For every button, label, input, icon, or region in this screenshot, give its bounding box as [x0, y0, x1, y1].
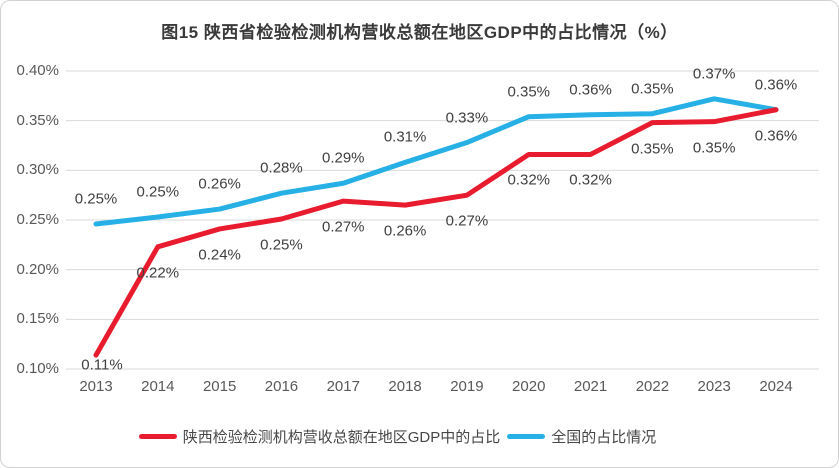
legend-label-national: 全国的占比情况 — [551, 429, 657, 446]
x-tick-label: 2019 — [450, 378, 484, 395]
data-label-shaanxi: 0.27% — [321, 218, 365, 236]
y-tick-label: 0.35% — [16, 111, 59, 129]
data-label-national: 0.36% — [569, 81, 612, 99]
series-line-national — [93, 96, 779, 227]
data-label-shaanxi: 0.24% — [198, 246, 241, 264]
x-tick-label: 2023 — [697, 378, 731, 395]
data-label-national: 0.36% — [754, 76, 798, 94]
data-label-national: 0.37% — [692, 65, 736, 83]
data-label-shaanxi: 0.36% — [754, 127, 798, 145]
series-line-shaanxi — [93, 107, 779, 358]
data-label-national: 0.28% — [260, 159, 303, 177]
data-label-national: 0.35% — [507, 83, 551, 101]
data-label-shaanxi: 0.27% — [445, 212, 489, 230]
data-label-national: 0.35% — [631, 80, 674, 98]
data-label-national: 0.33% — [445, 109, 489, 127]
data-label-shaanxi: 0.11% — [81, 356, 123, 374]
x-tick-label: 2014 — [141, 378, 175, 395]
x-tick-label: 2018 — [388, 378, 422, 395]
data-label-national: 0.31% — [383, 128, 427, 146]
data-label-shaanxi: 0.32% — [507, 171, 551, 189]
data-label-shaanxi: 0.26% — [383, 222, 427, 240]
x-tick-label: 2017 — [326, 378, 360, 395]
y-tick-label: 0.10% — [16, 360, 59, 377]
data-label-shaanxi: 0.25% — [260, 236, 303, 254]
x-tick-label: 2021 — [573, 378, 608, 395]
legend-item-national: 全国的占比情况 — [507, 426, 656, 447]
data-label-shaanxi: 0.22% — [136, 264, 180, 282]
x-tick-label: 2022 — [635, 378, 670, 395]
y-tick-label: 0.25% — [16, 211, 59, 228]
y-tick-label: 0.20% — [16, 260, 59, 278]
legend-line-blue-icon — [507, 434, 546, 439]
data-label-national: 0.25% — [74, 190, 118, 208]
x-tick-label: 2013 — [79, 378, 113, 395]
legend-label-shaanxi: 陕西检验检测机构营收总额在地区GDP中的占比 — [182, 429, 501, 446]
x-tick-label: 2024 — [759, 378, 793, 395]
data-label-national: 0.25% — [136, 183, 180, 201]
legend-item-shaanxi: 陕西检验检测机构营收总额在地区GDP中的占比 — [138, 426, 501, 447]
x-tick-label: 2020 — [512, 378, 546, 395]
legend-line-red-icon — [138, 434, 177, 439]
data-label-national: 0.26% — [198, 175, 241, 193]
chart-title: 图15 陕西省检验检测机构营收总额在地区GDP中的占比情况（%） — [161, 23, 678, 42]
y-tick-label: 0.30% — [16, 161, 59, 179]
data-label-shaanxi: 0.35% — [631, 140, 674, 158]
data-label-national: 0.29% — [321, 149, 365, 167]
x-tick-label: 2015 — [202, 378, 237, 395]
data-label-shaanxi: 0.32% — [569, 171, 612, 189]
data-label-shaanxi: 0.35% — [692, 139, 736, 157]
legend: 陕西检验检测机构营收总额在地区GDP中的占比 全国的占比情况 — [1, 426, 816, 447]
x-tick-label: 2016 — [264, 378, 299, 395]
y-tick-label: 0.15% — [16, 310, 59, 328]
y-tick-label: 0.40% — [16, 62, 59, 79]
